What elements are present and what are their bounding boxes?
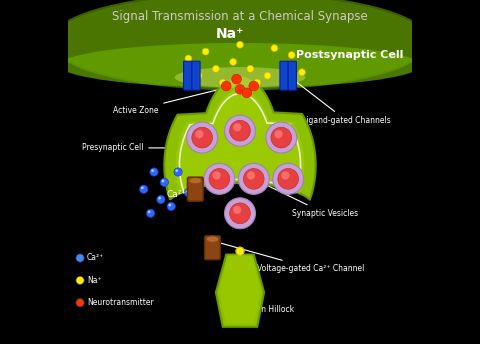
Text: Presynaptic Cell: Presynaptic Cell (82, 143, 195, 152)
Circle shape (243, 169, 264, 189)
Circle shape (221, 81, 231, 91)
Polygon shape (164, 76, 316, 200)
FancyBboxPatch shape (288, 61, 297, 90)
Circle shape (232, 74, 241, 84)
Text: Active Zone: Active Zone (113, 85, 236, 115)
Circle shape (213, 65, 219, 72)
Circle shape (249, 81, 259, 91)
Circle shape (271, 127, 292, 148)
Circle shape (299, 69, 305, 76)
Circle shape (140, 185, 148, 193)
Text: Na⁺: Na⁺ (87, 276, 102, 285)
Circle shape (233, 123, 241, 131)
Circle shape (160, 178, 168, 186)
Circle shape (238, 163, 269, 194)
Circle shape (157, 195, 165, 204)
Circle shape (230, 58, 237, 65)
Circle shape (254, 79, 261, 86)
Circle shape (185, 55, 192, 62)
Text: Ca²⁺: Ca²⁺ (87, 254, 104, 262)
Polygon shape (216, 255, 264, 327)
Circle shape (225, 198, 255, 229)
Circle shape (151, 169, 154, 172)
Circle shape (237, 41, 243, 48)
Circle shape (148, 211, 151, 213)
Circle shape (76, 299, 84, 307)
Circle shape (233, 206, 241, 214)
Circle shape (186, 190, 188, 193)
Ellipse shape (51, 0, 429, 89)
Text: Synaptic Vesicles: Synaptic Vesicles (257, 181, 358, 218)
Circle shape (209, 169, 230, 189)
Circle shape (213, 171, 221, 180)
Circle shape (202, 48, 209, 55)
Circle shape (146, 209, 155, 217)
Circle shape (175, 169, 178, 172)
Text: Ligand-gated Channels: Ligand-gated Channels (291, 78, 391, 125)
FancyBboxPatch shape (183, 61, 192, 90)
Circle shape (219, 79, 226, 86)
Circle shape (174, 168, 182, 176)
Circle shape (158, 197, 161, 200)
FancyBboxPatch shape (192, 61, 200, 90)
Circle shape (235, 85, 245, 94)
Ellipse shape (206, 236, 218, 242)
Circle shape (167, 202, 175, 211)
Circle shape (236, 247, 244, 255)
Circle shape (76, 254, 84, 262)
Text: Postsynaptic Cell: Postsynaptic Cell (296, 50, 404, 60)
Circle shape (278, 169, 299, 189)
Circle shape (230, 203, 251, 224)
Circle shape (271, 45, 278, 52)
Ellipse shape (190, 178, 201, 183)
Text: Na⁺: Na⁺ (216, 28, 244, 41)
FancyBboxPatch shape (204, 236, 220, 260)
Circle shape (281, 171, 289, 180)
Circle shape (141, 186, 144, 189)
Circle shape (247, 65, 254, 72)
Polygon shape (219, 255, 261, 323)
FancyBboxPatch shape (280, 61, 288, 90)
Circle shape (192, 127, 213, 148)
Text: Neurotransmitter: Neurotransmitter (87, 298, 154, 307)
Circle shape (187, 122, 217, 153)
Circle shape (204, 163, 235, 194)
Circle shape (225, 115, 255, 146)
Text: Axon Hillock: Axon Hillock (232, 271, 294, 314)
Text: Voltage-gated Ca²⁺ Channel: Voltage-gated Ca²⁺ Channel (216, 241, 365, 273)
Text: Signal Transmission at a Chemical Synapse: Signal Transmission at a Chemical Synaps… (112, 10, 368, 23)
Circle shape (195, 72, 202, 79)
Circle shape (242, 88, 252, 98)
Circle shape (264, 72, 271, 79)
Circle shape (275, 130, 283, 138)
Circle shape (281, 65, 288, 72)
Circle shape (150, 168, 158, 176)
Circle shape (266, 122, 297, 153)
Text: Ca²⁺: Ca²⁺ (166, 190, 186, 199)
FancyBboxPatch shape (187, 177, 203, 201)
Circle shape (168, 204, 171, 206)
Circle shape (76, 276, 84, 284)
Circle shape (162, 180, 164, 182)
Ellipse shape (60, 43, 420, 88)
Circle shape (273, 163, 304, 194)
Ellipse shape (175, 67, 305, 88)
Circle shape (230, 120, 251, 141)
Circle shape (184, 189, 192, 197)
Circle shape (288, 52, 295, 58)
Polygon shape (176, 89, 304, 194)
Circle shape (247, 171, 255, 180)
Circle shape (195, 130, 204, 138)
